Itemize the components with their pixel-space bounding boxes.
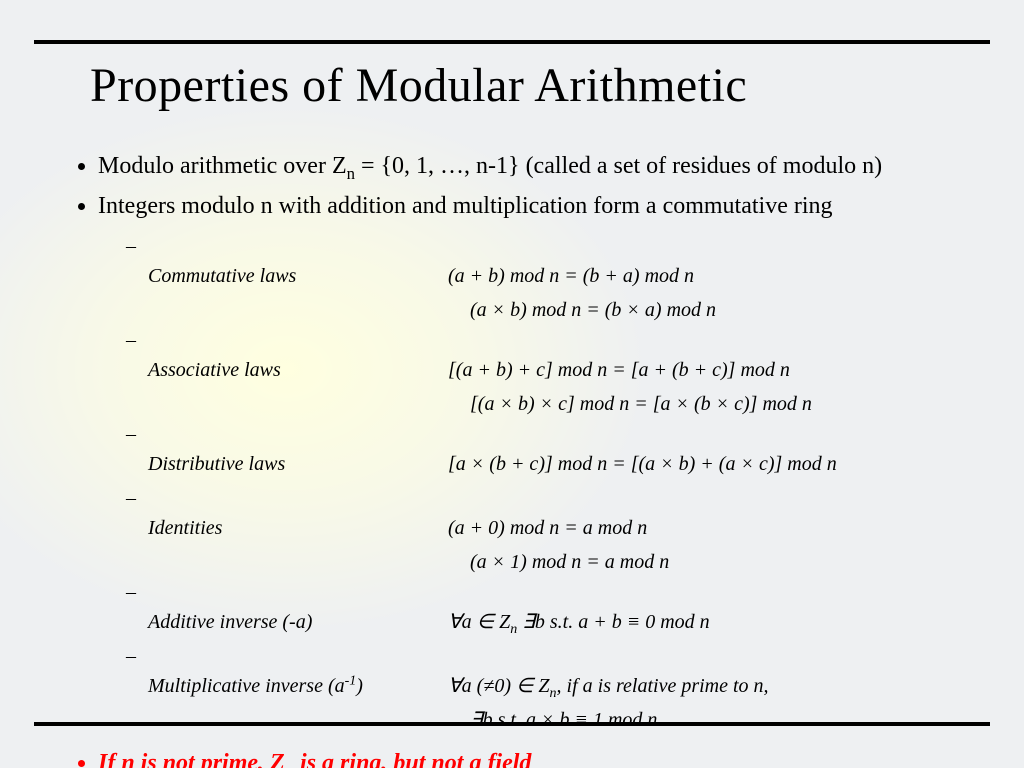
law-eq-cont: (a × b) mod n = (b × a) mod n [470,295,976,325]
text: Multiplicative inverse (a [148,675,345,697]
law-eq: [(a + b) + c] mod n = [a + (b + c)] mod … [470,355,976,385]
sub: n [285,761,294,768]
law-associative: Associative laws [(a + b) + c] mod n = [… [148,325,976,385]
text: If n is not prime, Z [98,750,285,768]
text: , if a is relative prime to n, [557,675,769,697]
rule-top [34,40,990,44]
law-name: Additive inverse (-a) [170,607,470,637]
text: ∃b s.t. a + b ≡ 0 mod n [517,611,709,633]
law-additive-inverse: Additive inverse (-a) ∀a ∈ Zn ∃b s.t. a … [148,577,976,637]
sub: n [550,686,557,701]
text: ) [356,675,363,697]
law-multiplicative-inverse: Multiplicative inverse (a-1) ∀a (≠0) ∈ Z… [148,641,976,701]
text: Modulo arithmetic over Z [98,153,347,179]
law-eq-cont: ∃b s.t. a × b ≡ 1 mod n [470,705,976,735]
law-name: Distributive laws [170,449,470,479]
law-eq: [a × (b + c)] mod n = [(a × b) + (a × c)… [470,449,976,479]
slide: Properties of Modular Arithmetic Modulo … [0,0,1024,768]
rule-bottom [34,722,990,726]
slide-title: Properties of Modular Arithmetic [90,58,747,113]
slide-content: Modulo arithmetic over Zn = {0, 1, …, n-… [70,150,976,768]
law-eq: ∀a (≠0) ∈ Zn, if a is relative prime to … [470,671,976,701]
law-name: Associative laws [170,355,470,385]
law-name: Multiplicative inverse (a-1) [170,671,470,701]
law-eq: (a + b) mod n = (b + a) mod n [470,261,976,291]
bullet-list-level2: Commutative laws (a + b) mod n = (b + a)… [98,231,976,735]
bullet-not-prime: If n is not prime, Zn is a ring, but not… [98,747,976,768]
law-eq: ∀a ∈ Zn ∃b s.t. a + b ≡ 0 mod n [470,607,976,637]
text: = {0, 1, …, n-1} (called a set of residu… [355,153,882,179]
text: is a ring, but not a field [294,750,531,768]
law-commutative: Commutative laws (a + b) mod n = (b + a)… [148,231,976,291]
text: ∀a (≠0) ∈ Z [448,675,550,697]
text: ∀a ∈ Z [448,611,510,633]
law-eq-cont: (a × 1) mod n = a mod n [470,547,976,577]
law-name: Commutative laws [170,261,470,291]
bullet-list-level1: Modulo arithmetic over Zn = {0, 1, …, n-… [70,150,976,768]
law-eq-cont: [(a × b) × c] mod n = [a × (b × c)] mod … [470,389,976,419]
sub: n [347,164,355,183]
law-eq: (a + 0) mod n = a mod n [470,513,976,543]
law-distributive: Distributive laws [a × (b + c)] mod n = … [148,419,976,479]
bullet-ring: Integers modulo n with addition and mult… [98,190,976,222]
law-identities: Identities (a + 0) mod n = a mod n [148,483,976,543]
law-name: Identities [170,513,470,543]
sup: -1 [345,673,357,688]
bullet-residues: Modulo arithmetic over Zn = {0, 1, …, n-… [98,150,976,182]
